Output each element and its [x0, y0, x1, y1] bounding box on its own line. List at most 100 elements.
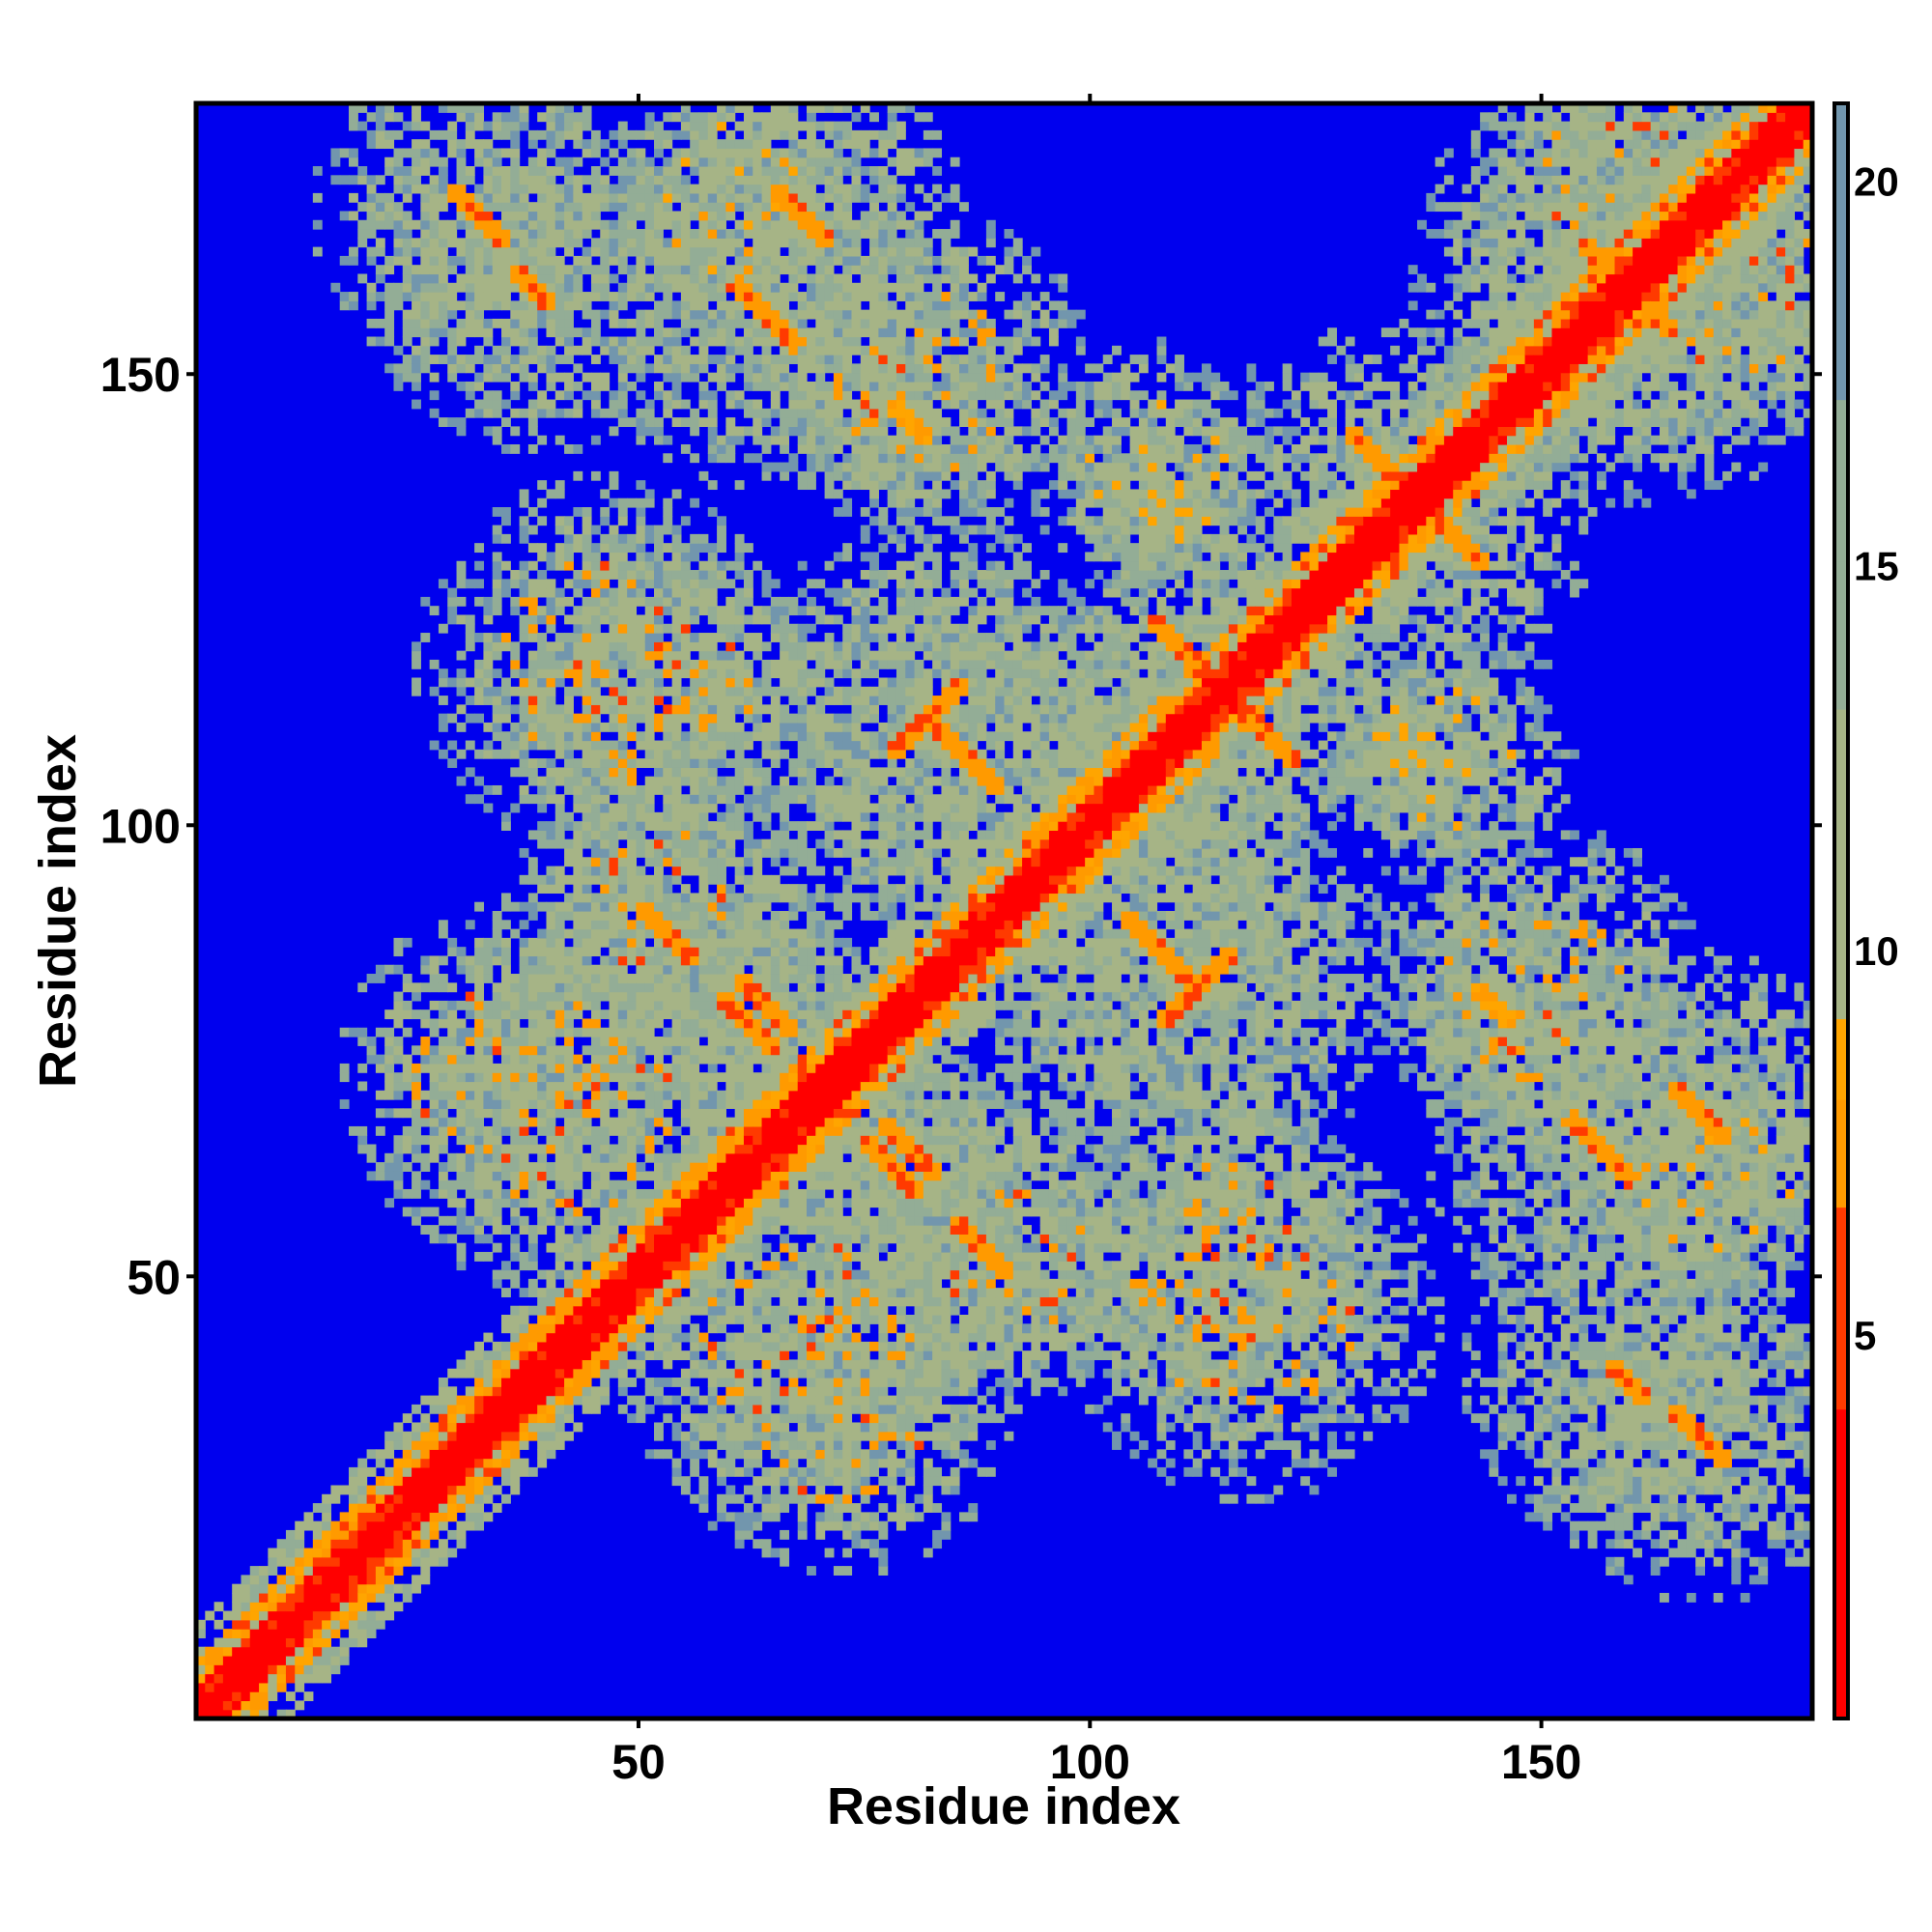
heatmap-cell: [501, 1055, 511, 1065]
heatmap-cell: [393, 947, 403, 956]
heatmap-cell: [501, 1323, 511, 1333]
heatmap-cell: [573, 794, 582, 804]
heatmap-cell: [537, 1072, 547, 1082]
heatmap-cell: [501, 920, 511, 929]
heatmap-cell: [474, 561, 484, 571]
heatmap-cell: [493, 696, 502, 705]
heatmap-cell: [725, 1386, 735, 1396]
heatmap-cell: [483, 292, 493, 301]
heatmap-cell: [537, 614, 547, 624]
heatmap-cell: [636, 1216, 645, 1226]
heatmap-cell: [510, 1189, 520, 1199]
heatmap-cell: [483, 363, 493, 373]
heatmap-cell: [430, 292, 440, 301]
heatmap-cell: [645, 651, 655, 661]
heatmap-cell: [708, 1459, 718, 1468]
heatmap-cell: [313, 1503, 323, 1513]
heatmap-cell: [277, 1637, 287, 1647]
heatmap-cell: [501, 1045, 511, 1055]
heatmap-cell: [528, 1243, 538, 1253]
heatmap-cell: [681, 920, 691, 929]
heatmap-cell: [528, 292, 538, 301]
heatmap-cell: [663, 1261, 672, 1270]
heatmap-cell: [762, 1126, 772, 1136]
heatmap-cell: [735, 965, 745, 975]
heatmap-cell: [466, 1449, 475, 1459]
heatmap-cell: [439, 1467, 448, 1477]
heatmap-cell: [610, 273, 619, 283]
heatmap-cell: [600, 265, 610, 274]
heatmap-cell: [762, 1135, 772, 1145]
heatmap-cell: [618, 741, 628, 751]
heatmap-cell: [717, 821, 726, 831]
heatmap-cell: [753, 965, 762, 975]
heatmap-cell: [466, 382, 475, 391]
heatmap-cell: [663, 498, 672, 508]
heatmap-cell: [744, 1018, 753, 1028]
heatmap-cell: [466, 992, 475, 1002]
heatmap-cell: [357, 1081, 367, 1091]
heatmap-cell: [645, 704, 655, 714]
heatmap-cell: [483, 1135, 493, 1145]
heatmap-cell: [690, 1055, 699, 1065]
heatmap-cell: [762, 1512, 772, 1521]
heatmap-cell: [618, 1359, 628, 1369]
heatmap-cell: [627, 283, 637, 293]
heatmap-cell: [573, 382, 582, 391]
heatmap-cell: [744, 1350, 753, 1360]
heatmap-cell: [725, 947, 735, 956]
heatmap-cell: [555, 283, 565, 293]
heatmap-cell: [645, 741, 655, 751]
heatmap-cell: [725, 300, 735, 310]
heatmap-cell: [564, 911, 574, 921]
heatmap-cell: [753, 1485, 762, 1494]
heatmap-cell: [735, 1001, 745, 1010]
heatmap-cell: [636, 1359, 645, 1369]
heatmap-cell: [537, 157, 547, 167]
heatmap-cell: [546, 310, 555, 320]
heatmap-cell: [600, 1342, 610, 1351]
heatmap-cell: [564, 1198, 574, 1208]
heatmap-cell: [681, 1252, 691, 1262]
heatmap-cell: [627, 1296, 637, 1306]
heatmap-cell: [510, 193, 520, 203]
heatmap-cell: [744, 1072, 753, 1082]
heatmap-cell: [439, 974, 448, 983]
heatmap-cell: [564, 1099, 574, 1109]
heatmap-cell: [393, 300, 403, 310]
heatmap-cell: [205, 1664, 214, 1674]
heatmap-cell: [537, 651, 547, 661]
heatmap-cell: [654, 1118, 664, 1127]
heatmap-cell: [564, 319, 574, 328]
heatmap-cell: [501, 1449, 511, 1459]
heatmap-cell: [501, 1369, 511, 1378]
heatmap-cell: [313, 193, 323, 203]
heatmap-cell: [430, 1494, 440, 1504]
heatmap-cell: [672, 534, 682, 544]
heatmap-cell: [546, 247, 555, 257]
heatmap-cell: [753, 1037, 762, 1046]
heatmap-cell: [600, 175, 610, 185]
heatmap-cell: [663, 292, 672, 301]
heatmap-cell: [591, 1108, 601, 1118]
heatmap-cell: [537, 1350, 547, 1360]
heatmap-cell: [645, 175, 655, 185]
heatmap-cell: [250, 1637, 260, 1647]
heatmap-cell: [528, 1055, 538, 1065]
heatmap-cell: [654, 1342, 664, 1351]
heatmap-cell: [537, 821, 547, 831]
heatmap-cell: [564, 185, 574, 194]
heatmap-cell: [528, 731, 538, 741]
heatmap-cell: [466, 955, 475, 965]
heatmap-cell: [618, 202, 628, 212]
heatmap-cell: [384, 1108, 394, 1118]
heatmap-cell: [403, 1485, 412, 1494]
heatmap-cell: [546, 938, 555, 948]
heatmap-cell: [520, 982, 529, 992]
heatmap-cell: [376, 1108, 385, 1118]
heatmap-cell: [493, 1432, 502, 1441]
heatmap-cell: [528, 974, 538, 983]
heatmap-cell: [520, 1126, 529, 1136]
heatmap-cell: [672, 247, 682, 257]
heatmap-cell: [447, 741, 457, 751]
